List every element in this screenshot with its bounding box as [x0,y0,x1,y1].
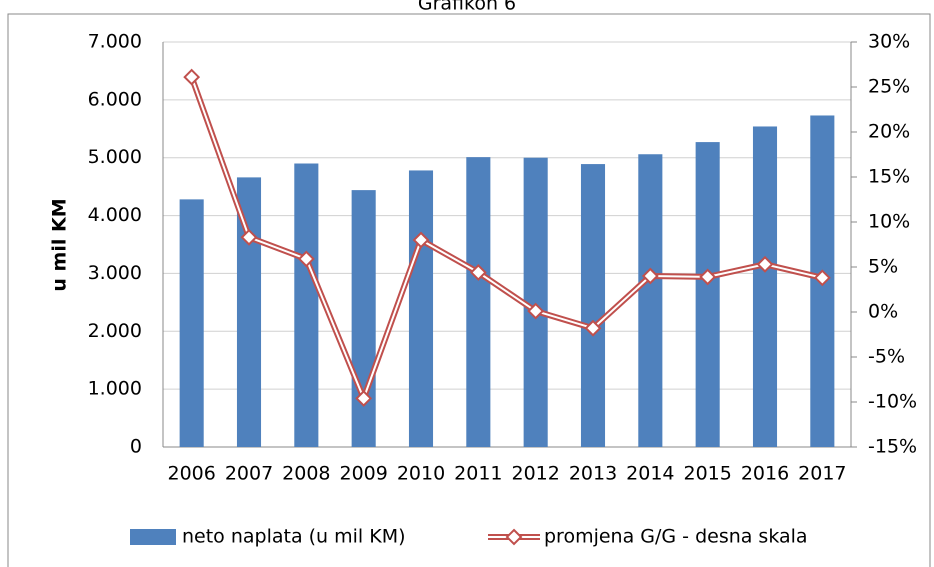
legend-label: promjena G/G - desna skala [544,526,808,548]
line [188,76,824,402]
line-marker [527,302,545,320]
x-tick-label: 2012 [511,463,559,485]
legend-swatch [130,529,176,545]
line-marker [297,250,315,268]
legend-label: neto naplata (u mil KM) [182,526,406,548]
line-marker [641,267,659,285]
line-marker [584,319,602,337]
x-tick-label: 2014 [626,463,674,485]
y-axis-label: u mil KM [49,198,71,291]
y-tick-label: 2.000 [88,320,142,342]
y2-tick-label: -10% [868,391,917,413]
x-tick-label: 2017 [798,463,846,485]
y2-tick-label: -15% [868,436,917,458]
x-tick-label: 2011 [454,463,502,485]
bar [695,142,720,448]
y2-tick-label: 10% [868,211,910,233]
y2-tick-label: 15% [868,166,910,188]
chart-title: Grafikon 6 [418,0,516,15]
x-tick-label: 2015 [683,463,731,485]
line-marker [469,263,487,281]
bar [294,163,319,447]
line-inner [190,76,823,400]
y-tick-label: 7.000 [88,31,142,53]
y2-tick-label: -5% [868,346,905,368]
line-marker [412,231,430,249]
bar [179,199,204,447]
y2-tick-label: 30% [868,31,910,53]
y2-tick-label: 0% [868,301,898,323]
line-marker [355,389,373,407]
bar [351,190,376,447]
bar [466,157,491,447]
y2-tick-label: 20% [868,121,910,143]
line-marker [756,255,774,273]
line-marker [183,68,201,86]
x-tick-label: 2007 [225,463,273,485]
bar [580,164,606,448]
chart-border [7,13,931,567]
line-marker [813,269,831,287]
legend-marker [505,528,523,546]
y2-tick-label: 25% [868,76,910,98]
y-tick-label: 5.000 [88,146,142,168]
x-tick-label: 2010 [397,463,445,485]
y-tick-label: 6.000 [88,88,142,110]
y-tick-label: 3.000 [88,262,142,284]
y2-tick-label: 5% [868,256,898,278]
y-tick-label: 0 [130,436,142,458]
line-marker [699,268,717,286]
x-tick-label: 2013 [569,463,617,485]
y-tick-label: 1.000 [88,378,142,400]
bar [638,154,663,447]
bar [752,126,778,447]
x-tick-label: 2006 [167,463,215,485]
x-tick-label: 2009 [339,463,387,485]
x-tick-label: 2016 [741,463,789,485]
x-tick-label: 2008 [282,463,330,485]
y-tick-label: 4.000 [88,204,142,226]
line-marker [240,228,258,246]
bar [408,170,434,447]
